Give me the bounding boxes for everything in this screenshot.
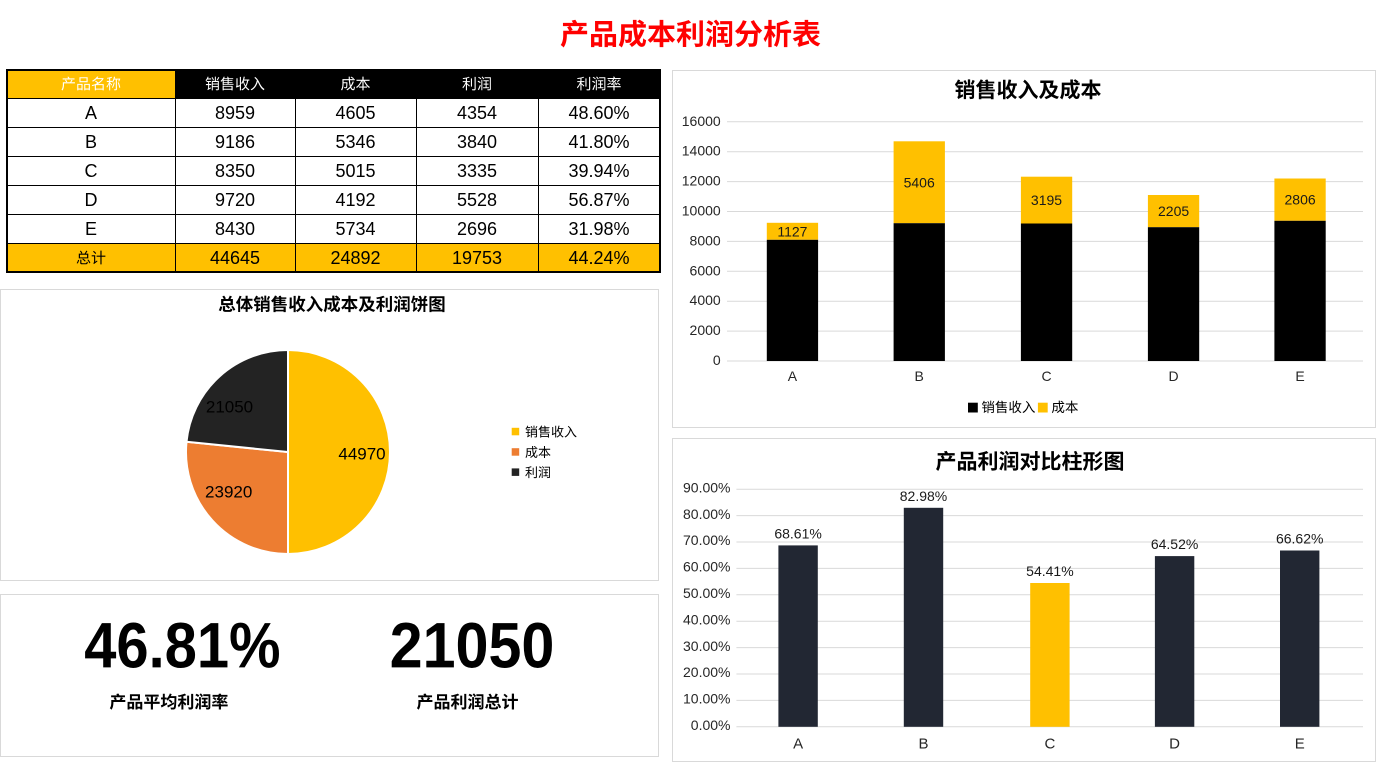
svg-text:2000: 2000: [690, 322, 721, 338]
svg-text:24892: 24892: [330, 248, 380, 268]
svg-text:41.80%: 41.80%: [568, 132, 629, 152]
svg-text:4605: 4605: [335, 103, 375, 123]
svg-text:C: C: [1041, 368, 1051, 384]
svg-text:4000: 4000: [690, 292, 721, 308]
svg-text:39.94%: 39.94%: [568, 161, 629, 181]
svg-text:23920: 23920: [205, 482, 252, 501]
svg-text:E: E: [1295, 736, 1305, 753]
svg-text:56.87%: 56.87%: [568, 190, 629, 210]
svg-text:12000: 12000: [682, 173, 721, 189]
svg-text:66.62%: 66.62%: [1276, 531, 1323, 547]
svg-text:A: A: [85, 103, 97, 123]
svg-text:20.00%: 20.00%: [683, 664, 730, 680]
svg-text:44.24%: 44.24%: [568, 248, 629, 268]
svg-text:4354: 4354: [457, 103, 497, 123]
svg-text:2806: 2806: [1285, 192, 1316, 208]
svg-text:80.00%: 80.00%: [683, 506, 730, 522]
svg-text:8959: 8959: [215, 103, 255, 123]
svg-text:31.98%: 31.98%: [568, 219, 629, 239]
svg-text:5015: 5015: [335, 161, 375, 181]
svg-text:1127: 1127: [777, 223, 807, 239]
svg-text:E: E: [85, 219, 97, 239]
svg-text:5406: 5406: [904, 174, 935, 190]
svg-text:B: B: [85, 132, 97, 152]
svg-text:8350: 8350: [215, 161, 255, 181]
svg-text:82.98%: 82.98%: [900, 488, 947, 504]
svg-text:44645: 44645: [210, 248, 260, 268]
svg-text:60.00%: 60.00%: [683, 559, 730, 575]
svg-text:C: C: [1044, 736, 1055, 753]
svg-text:0: 0: [713, 352, 721, 368]
svg-text:B: B: [915, 368, 924, 384]
svg-text:6000: 6000: [690, 262, 721, 278]
svg-text:D: D: [85, 190, 98, 210]
svg-text:B: B: [918, 736, 928, 753]
svg-text:3335: 3335: [457, 161, 497, 181]
svg-text:8430: 8430: [215, 219, 255, 239]
svg-text:90.00%: 90.00%: [683, 479, 730, 495]
svg-text:A: A: [793, 736, 803, 753]
svg-text:10000: 10000: [682, 203, 721, 219]
svg-text:4192: 4192: [335, 190, 375, 210]
svg-text:50.00%: 50.00%: [683, 585, 730, 601]
svg-text:2205: 2205: [1158, 203, 1189, 219]
svg-text:8000: 8000: [690, 232, 721, 248]
svg-text:48.60%: 48.60%: [568, 103, 629, 123]
svg-text:9186: 9186: [215, 132, 255, 152]
svg-text:16000: 16000: [682, 113, 721, 129]
svg-text:C: C: [85, 161, 98, 181]
svg-text:70.00%: 70.00%: [683, 532, 730, 548]
svg-text:2696: 2696: [457, 219, 497, 239]
svg-text:30.00%: 30.00%: [683, 638, 730, 654]
svg-text:54.41%: 54.41%: [1026, 563, 1073, 579]
svg-text:68.61%: 68.61%: [774, 525, 821, 541]
svg-text:0.00%: 0.00%: [691, 717, 731, 733]
svg-text:9720: 9720: [215, 190, 255, 210]
svg-text:3840: 3840: [457, 132, 497, 152]
svg-text:D: D: [1169, 736, 1180, 753]
svg-text:D: D: [1169, 368, 1179, 384]
svg-text:3195: 3195: [1031, 192, 1062, 208]
svg-text:10.00%: 10.00%: [683, 691, 730, 707]
svg-text:19753: 19753: [452, 248, 502, 268]
svg-text:44970: 44970: [338, 445, 385, 464]
svg-text:64.52%: 64.52%: [1151, 536, 1198, 552]
svg-text:E: E: [1295, 368, 1304, 384]
svg-text:5734: 5734: [335, 219, 375, 239]
svg-text:21050: 21050: [206, 398, 253, 417]
svg-text:5528: 5528: [457, 190, 497, 210]
svg-text:14000: 14000: [682, 143, 721, 159]
svg-text:5346: 5346: [335, 132, 375, 152]
svg-text:A: A: [788, 368, 798, 384]
svg-text:40.00%: 40.00%: [683, 611, 730, 627]
